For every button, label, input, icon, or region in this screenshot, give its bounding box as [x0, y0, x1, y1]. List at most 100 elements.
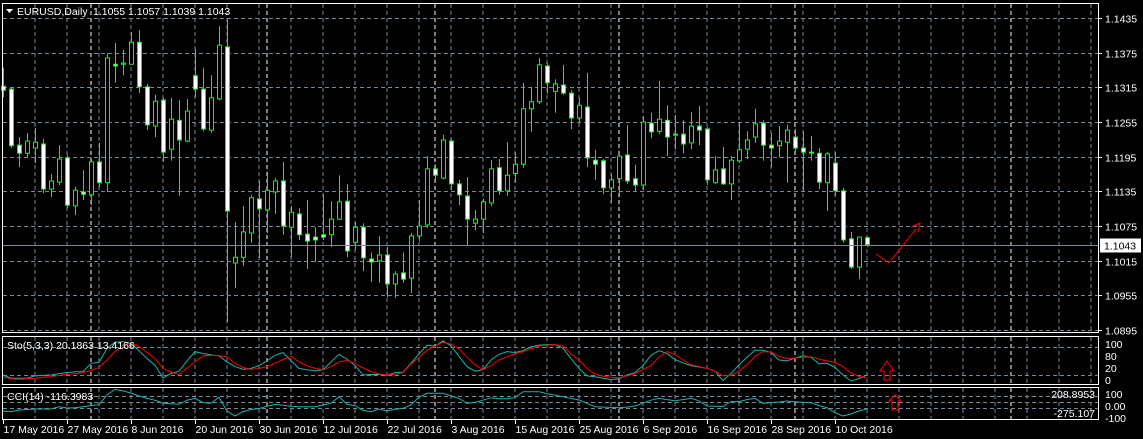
bear-candle [433, 164, 438, 180]
candle-body [473, 218, 478, 224]
candle-body [385, 254, 390, 285]
candle-body [65, 157, 70, 206]
candle-body [497, 167, 502, 192]
price-axis-label: 1.1315 [1105, 83, 1137, 95]
bull-candle [417, 200, 422, 242]
candle-body [449, 140, 454, 185]
bear-candle [305, 200, 310, 269]
candle-body [257, 198, 262, 210]
candle-body [809, 151, 814, 154]
bull-candle [337, 175, 342, 221]
candle-body [713, 169, 718, 184]
candle-body [233, 256, 238, 264]
candle-body [281, 180, 286, 227]
candle-body [673, 133, 678, 136]
candle-body [129, 41, 134, 65]
stoch-level-label: 0 [1105, 375, 1111, 387]
up-arrow-icon[interactable] [879, 360, 895, 381]
price-axis-label: 1.1135 [1105, 187, 1136, 199]
candle-body [273, 180, 278, 193]
bear-candle [769, 133, 774, 168]
candle-body [665, 119, 670, 138]
bear-candle [65, 154, 70, 209]
bull-candle [121, 49, 126, 76]
date-axis-label: 25 Aug 2016 [580, 424, 639, 436]
date-axis-label: 12 Jul 2016 [324, 424, 378, 436]
triangle-down-icon[interactable] [6, 9, 13, 13]
bull-candle [329, 201, 334, 247]
candle-body [617, 155, 622, 180]
candle-body [105, 57, 110, 184]
bear-candle [593, 149, 598, 180]
candle-body [185, 110, 190, 142]
bear-candle [225, 19, 230, 323]
candle-body [433, 168, 438, 176]
arrowhead-icon[interactable] [910, 222, 921, 233]
candle-body [569, 92, 574, 119]
price-axis-label: 1.1195 [1105, 153, 1136, 165]
current-price-box [1100, 238, 1141, 253]
bear-candle [9, 86, 14, 149]
bull-candle [729, 156, 734, 201]
candle-body [353, 226, 358, 243]
bull-candle [553, 79, 558, 113]
bull-candle [105, 53, 110, 192]
date-axis-label: 30 Jun 2016 [260, 424, 318, 436]
bear-candle [297, 208, 302, 240]
bear-candle [313, 227, 318, 262]
candle-body [25, 140, 30, 154]
candle-body [49, 180, 54, 190]
bull-candle [409, 233, 414, 294]
date-axis-label: 22 Jul 2016 [388, 424, 442, 436]
candle-body [457, 183, 462, 196]
bull-candle [377, 235, 382, 283]
bear-candle [145, 83, 150, 131]
candle-body [657, 118, 662, 132]
bull-candle [785, 124, 790, 183]
bull-candle [249, 194, 254, 243]
user-drawings[interactable] [875, 222, 921, 411]
candle-body [145, 86, 150, 126]
candle-body [625, 154, 630, 182]
price-axis-label: 1.1255 [1105, 118, 1137, 130]
bear-candle [465, 176, 470, 246]
bear-candle [849, 231, 854, 269]
candle-body [801, 147, 806, 153]
bull-candle [185, 98, 190, 143]
bull-candle [89, 157, 94, 206]
candle-body [785, 129, 790, 143]
candle-body [513, 163, 518, 174]
bull-candle [857, 236, 862, 280]
candle-body [865, 237, 870, 246]
candle-body [769, 144, 774, 149]
red-trend-line[interactable] [875, 228, 917, 264]
bear-candle [649, 112, 654, 139]
candle-body [345, 200, 350, 252]
bear-candle [321, 194, 326, 240]
candle-body [529, 101, 534, 110]
symbol-timeframe: EURUSD,Daily [17, 6, 88, 18]
candle-body [81, 191, 86, 195]
up-arrow-icon[interactable] [887, 394, 903, 411]
cci-label: CCI(14) -116.3983 [7, 391, 93, 403]
price-axis-label: 1.0895 [1105, 326, 1137, 338]
candle-body [705, 128, 710, 181]
bear-candle [705, 127, 710, 186]
panel-frames [2, 3, 1099, 420]
candle-body [321, 234, 326, 238]
bull-candle [617, 154, 622, 198]
candle-body [577, 104, 582, 119]
bear-candle [793, 128, 798, 154]
bear-candle [801, 131, 806, 192]
bull-candle [441, 134, 446, 180]
candle-body [649, 122, 654, 133]
bear-candle [561, 64, 566, 95]
candle-body [489, 168, 494, 204]
candle-body [329, 218, 334, 236]
bear-candle [697, 105, 702, 146]
candle-body [265, 189, 270, 211]
candle-body [857, 236, 862, 268]
candle-body [817, 152, 822, 183]
candle-body [17, 144, 22, 154]
